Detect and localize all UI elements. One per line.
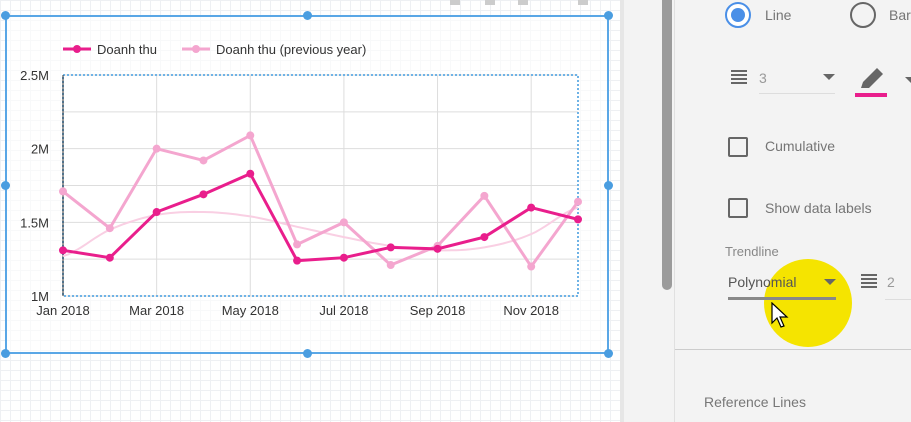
data-point (105, 224, 114, 233)
trendline-weight-value: 2 (887, 274, 895, 290)
data-point (199, 190, 208, 199)
resize-handle[interactable] (303, 349, 312, 358)
trendline-weight-icon (861, 274, 877, 288)
data-point (574, 215, 582, 224)
toolbar-icon (518, 0, 528, 5)
x-tick-label: Sep 2018 (410, 303, 466, 318)
report-canvas: 1M 1.5M 2M 2.5M Jan 2018 Mar 2018 May 2018 Jul … (0, 0, 620, 422)
reference-lines-heading[interactable]: Reference Lines (704, 394, 806, 410)
data-point (246, 131, 255, 140)
legend-marker (192, 45, 200, 53)
radio-bar-label: Bar (889, 7, 911, 23)
data-point (293, 256, 302, 265)
data-point (199, 156, 208, 165)
resize-handle[interactable] (303, 11, 312, 20)
trendline-select[interactable]: Polynomial (728, 268, 836, 300)
data-point (480, 233, 489, 242)
series-line (62, 133, 580, 270)
x-tick-label: Mar 2018 (129, 303, 184, 318)
trendline-value: Polynomial (728, 274, 797, 290)
y-tick-label: 1M (31, 289, 49, 304)
resize-handle[interactable] (1, 11, 10, 20)
radio-line-label: Line (765, 7, 792, 23)
resize-handle[interactable] (604, 181, 613, 190)
line-color-button[interactable] (855, 66, 889, 98)
scrollbar[interactable] (662, 0, 672, 290)
data-point (152, 144, 161, 153)
dropdown-arrow-icon (823, 74, 835, 80)
line-weight-icon (731, 70, 747, 84)
x-tick-label: Jul 2018 (319, 303, 368, 318)
show-data-labels-label: Show data labels (765, 200, 872, 216)
panel-divider (620, 0, 624, 422)
toolbar-icon (578, 0, 588, 5)
data-point (480, 191, 489, 200)
section-divider (675, 349, 911, 350)
toolbar-icon (485, 0, 495, 5)
data-point (339, 253, 348, 262)
x-tick-label: Jan 2018 (36, 303, 90, 318)
data-point (246, 169, 255, 178)
series-line (62, 171, 579, 263)
legend-label: Doanh thu (97, 42, 157, 57)
y-tick-label: 2.5M (20, 68, 49, 83)
data-point (386, 261, 395, 270)
data-point (105, 253, 114, 262)
resize-handle[interactable] (1, 349, 10, 358)
radio-line[interactable] (725, 2, 751, 28)
color-dropdown-icon[interactable] (905, 77, 911, 83)
toolbar-icon (450, 0, 460, 5)
line-weight-value: 3 (759, 70, 767, 86)
legend-label: Doanh thu (previous year) (216, 42, 366, 57)
mouse-cursor-icon (771, 302, 789, 328)
data-point (59, 246, 67, 255)
resize-handle[interactable] (604, 11, 613, 20)
data-point (152, 208, 161, 217)
data-point (574, 197, 582, 206)
dropdown-arrow-icon (824, 279, 836, 285)
trendline-label: Trendline (725, 244, 779, 259)
line-chart: 1M 1.5M 2M 2.5M Jan 2018 Mar 2018 May 2018 Jul … (20, 0, 588, 318)
data-point (433, 244, 442, 253)
resize-handle[interactable] (1, 181, 10, 190)
data-point (293, 240, 302, 249)
data-point (386, 243, 395, 252)
y-tick-label: 1.5M (20, 215, 49, 230)
data-point (339, 218, 348, 227)
data-point (527, 262, 536, 271)
x-tick-label: Nov 2018 (503, 303, 559, 318)
cumulative-label: Cumulative (765, 138, 836, 154)
data-point (59, 187, 67, 196)
resize-handle[interactable] (604, 349, 613, 358)
y-tick-label: 2M (31, 142, 49, 157)
style-panel: Line Bar 3 Cumulative Show data labels T… (674, 0, 911, 422)
line-weight-select[interactable]: 3 (759, 66, 835, 94)
legend-marker (73, 45, 81, 53)
show-data-labels-checkbox[interactable] (728, 198, 748, 218)
radio-bar[interactable] (850, 2, 876, 28)
x-tick-label: May 2018 (222, 303, 279, 318)
color-swatch (855, 93, 887, 97)
trendline-weight-select[interactable]: 2 (885, 268, 911, 300)
click-highlight (764, 259, 852, 347)
pencil-icon (861, 68, 883, 88)
data-point (527, 203, 536, 212)
cumulative-checkbox[interactable] (728, 137, 748, 157)
